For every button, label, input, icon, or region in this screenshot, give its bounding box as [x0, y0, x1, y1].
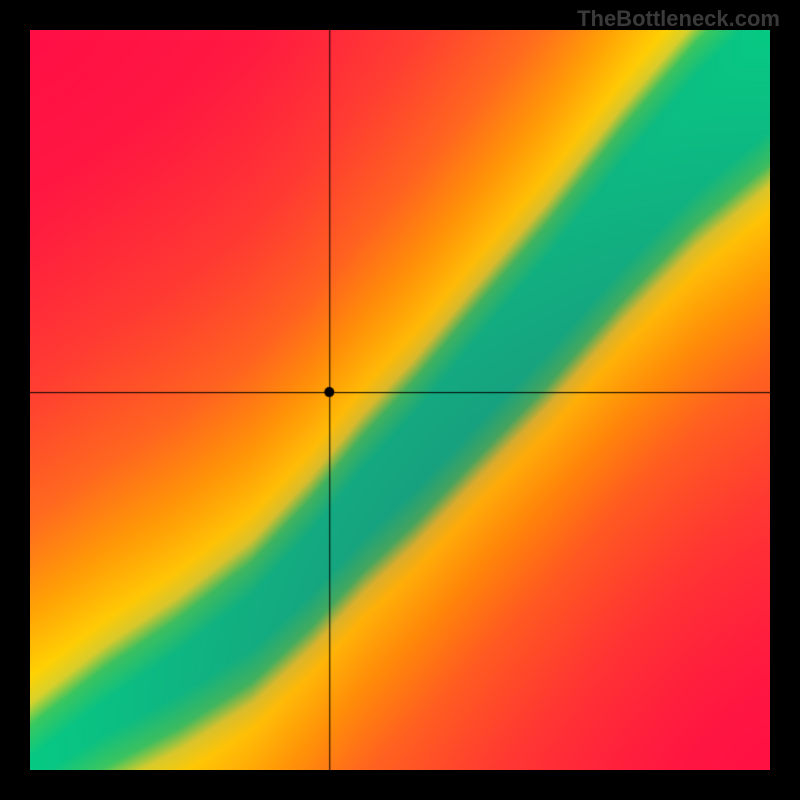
chart-container: TheBottleneck.com	[0, 0, 800, 800]
bottleneck-heatmap	[30, 30, 770, 770]
watermark-text: TheBottleneck.com	[577, 6, 780, 32]
